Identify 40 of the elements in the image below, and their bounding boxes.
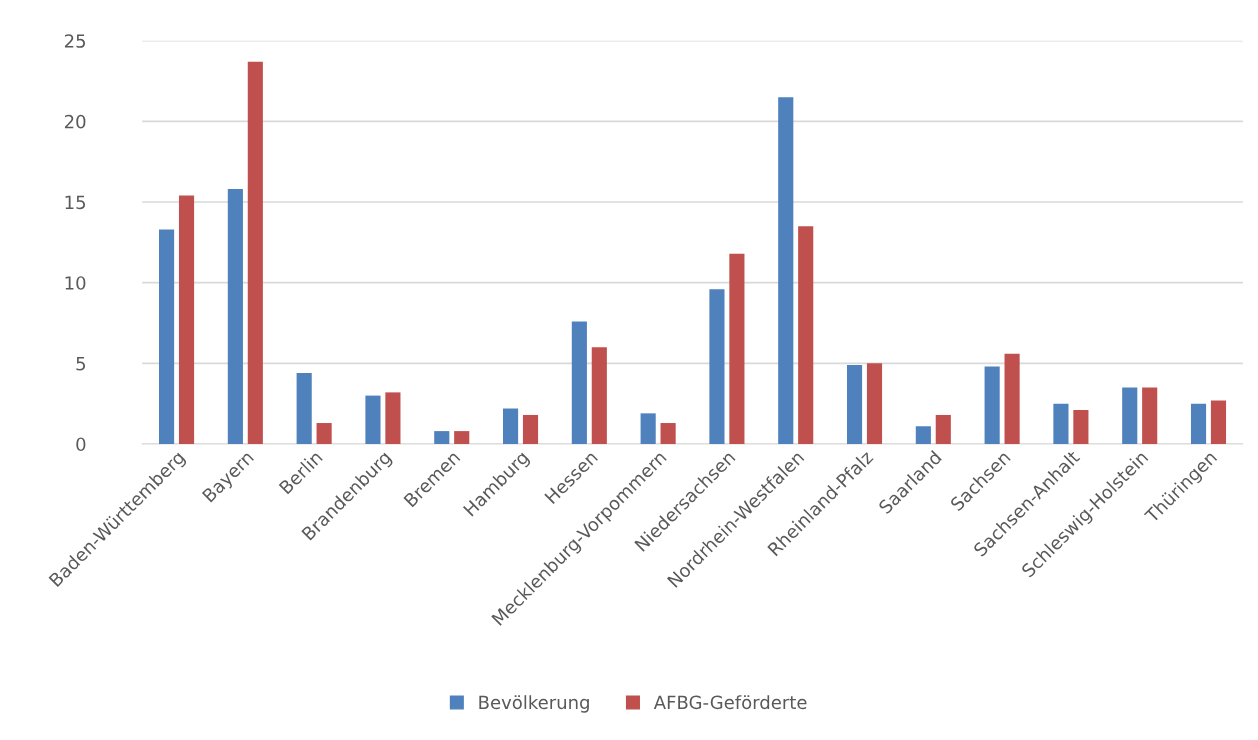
bar <box>640 413 656 444</box>
bar <box>1190 403 1207 444</box>
y-tick-label: 15 <box>65 195 86 210</box>
bar <box>316 423 332 444</box>
bar <box>778 97 794 444</box>
bar <box>660 423 676 444</box>
legend-label: Bevölkerung <box>479 695 589 713</box>
bar <box>434 431 450 444</box>
bar <box>846 364 863 444</box>
y-tick-label: 0 <box>76 437 86 452</box>
bar <box>1073 410 1089 444</box>
bar <box>1142 387 1158 444</box>
y-tick-label: 25 <box>64 34 86 48</box>
bar <box>1053 403 1069 444</box>
bar <box>709 289 725 444</box>
bar <box>454 431 470 444</box>
bar <box>571 321 587 444</box>
bar <box>502 408 519 444</box>
bar <box>935 414 951 444</box>
bar <box>866 363 883 444</box>
bar <box>798 226 814 444</box>
bar <box>984 366 1000 444</box>
bar <box>915 426 931 444</box>
bar <box>296 373 312 444</box>
bar <box>591 347 607 444</box>
bar <box>1004 353 1020 444</box>
bar <box>178 195 195 444</box>
y-tick-label: 5 <box>76 357 86 371</box>
y-tick-label: 10 <box>65 276 86 290</box>
bar <box>1210 400 1227 444</box>
bar <box>365 395 381 444</box>
bar <box>385 392 401 444</box>
y-tick-label: 20 <box>64 114 86 129</box>
bar <box>1122 387 1138 444</box>
bar <box>227 189 243 444</box>
bar <box>522 414 539 444</box>
bar <box>729 253 745 444</box>
legend-label: AFBG-Geförderte <box>653 695 807 710</box>
bar <box>159 229 175 444</box>
bar <box>247 61 263 444</box>
